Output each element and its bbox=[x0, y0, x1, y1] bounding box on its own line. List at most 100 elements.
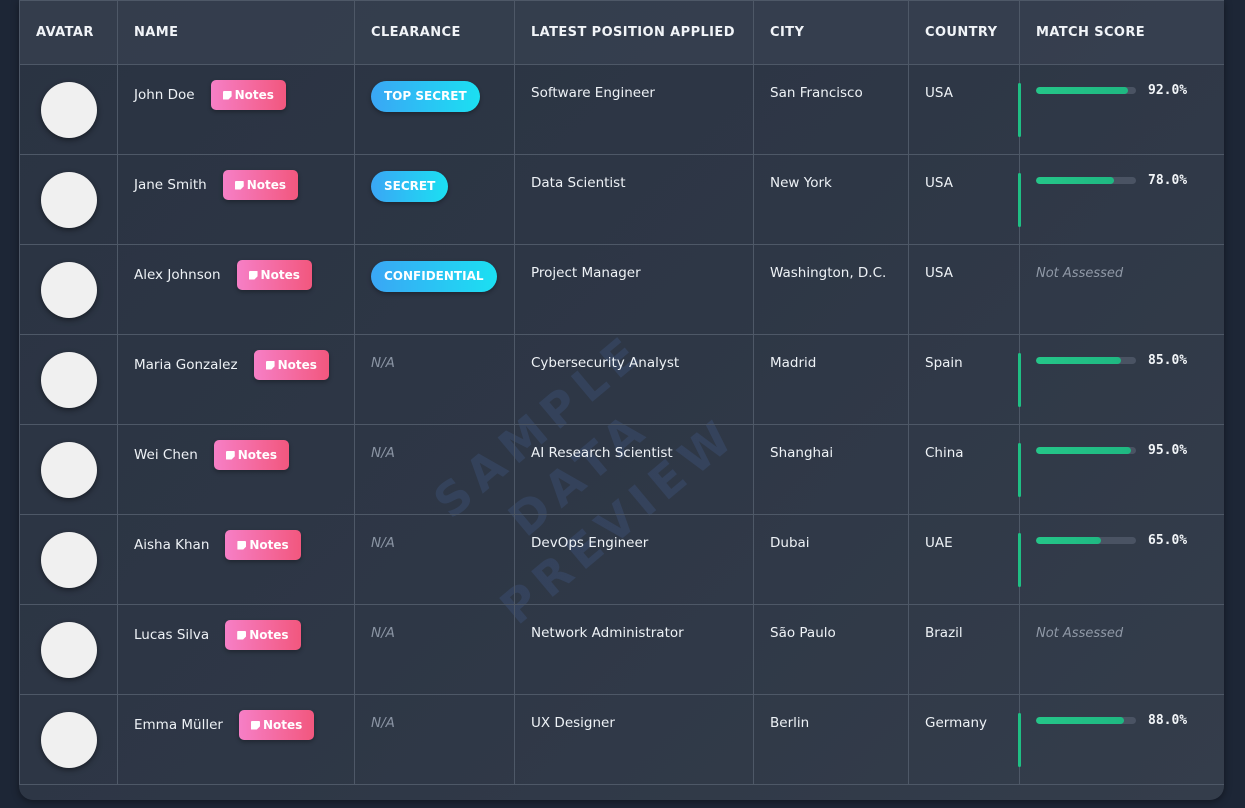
clearance-na: N/A bbox=[371, 445, 395, 461]
table-row[interactable]: Alex Johnson Notes CONFIDENTIAL Project … bbox=[19, 244, 1224, 335]
notes-button[interactable]: Notes bbox=[253, 350, 329, 380]
city-cell: Berlin bbox=[753, 694, 909, 785]
not-assessed-label: Not Assessed bbox=[1036, 626, 1124, 641]
position-cell: Software Engineer bbox=[514, 64, 754, 155]
header-clearance[interactable]: CLEARANCE bbox=[354, 0, 515, 65]
avatar[interactable] bbox=[41, 81, 97, 138]
score-bar-track bbox=[1036, 447, 1136, 454]
clearance-badge: TOP SECRET bbox=[371, 81, 480, 112]
clearance-cell: TOP SECRET bbox=[354, 64, 515, 155]
score-value: 92.0% bbox=[1148, 83, 1188, 98]
score-bar-fill bbox=[1036, 357, 1121, 364]
header-match-score[interactable]: MATCH SCORE bbox=[1019, 0, 1224, 65]
score-bar-fill bbox=[1036, 447, 1131, 454]
city-cell: Dubai bbox=[753, 514, 909, 605]
score-value: 78.0% bbox=[1148, 173, 1188, 188]
clearance-na: N/A bbox=[371, 355, 395, 371]
header-country[interactable]: COUNTRY bbox=[908, 0, 1020, 65]
position-text: DevOps Engineer bbox=[531, 535, 649, 551]
notes-button-label: Notes bbox=[237, 448, 278, 462]
score-cell: 85.0% bbox=[1018, 334, 1224, 425]
table-row[interactable]: John Doe Notes TOP SECRET Software Engin… bbox=[19, 64, 1224, 155]
score-cell: 78.0% bbox=[1018, 154, 1224, 245]
score-value: 85.0% bbox=[1148, 353, 1188, 368]
header-name[interactable]: NAME bbox=[117, 0, 355, 65]
header-city[interactable]: CITY bbox=[753, 0, 909, 65]
name-cell: Maria Gonzalez Notes bbox=[117, 334, 355, 425]
score-bar-fill bbox=[1036, 537, 1101, 544]
position-text: Network Administrator bbox=[531, 625, 684, 641]
name-cell: Emma Müller Notes bbox=[117, 694, 355, 785]
candidate-name: Jane Smith bbox=[134, 177, 207, 193]
score-value: 65.0% bbox=[1148, 533, 1188, 548]
avatar[interactable] bbox=[41, 171, 97, 228]
avatar[interactable] bbox=[41, 261, 97, 318]
country-cell: Spain bbox=[908, 334, 1020, 425]
name-cell: Alex Johnson Notes bbox=[117, 244, 355, 335]
avatar[interactable] bbox=[41, 351, 97, 408]
country-text: USA bbox=[925, 85, 953, 101]
table-row[interactable]: Aisha Khan Notes N/A DevOps Engineer Dub… bbox=[19, 514, 1224, 605]
note-icon bbox=[248, 270, 258, 280]
notes-button[interactable]: Notes bbox=[222, 170, 299, 200]
name-cell: John Doe Notes bbox=[117, 64, 355, 155]
clearance-badge: CONFIDENTIAL bbox=[371, 261, 497, 292]
candidate-name: Aisha Khan bbox=[134, 537, 210, 553]
notes-button[interactable]: Notes bbox=[213, 440, 290, 470]
notes-button[interactable]: Notes bbox=[238, 710, 315, 740]
name-cell: Lucas Silva Notes bbox=[117, 604, 355, 695]
score-cell: 88.0% bbox=[1018, 694, 1224, 785]
city-text: Dubai bbox=[770, 535, 810, 551]
match-score: 88.0% bbox=[1036, 713, 1224, 728]
country-text: USA bbox=[925, 175, 953, 191]
clearance-cell: SECRET bbox=[354, 154, 515, 245]
note-icon bbox=[237, 540, 247, 550]
table-row[interactable]: Wei Chen Notes N/A AI Research Scientist… bbox=[19, 424, 1224, 515]
note-icon bbox=[237, 630, 247, 640]
header-position[interactable]: LATEST POSITION APPLIED bbox=[514, 0, 754, 65]
header-avatar[interactable]: AVATAR bbox=[19, 0, 118, 65]
clearance-na: N/A bbox=[371, 535, 395, 551]
notes-button-label: Notes bbox=[249, 628, 289, 642]
table-row[interactable]: Emma Müller Notes N/A UX Designer Berlin… bbox=[19, 694, 1224, 785]
notes-button[interactable]: Notes bbox=[236, 260, 312, 290]
note-icon bbox=[265, 360, 275, 370]
country-cell: USA bbox=[908, 244, 1020, 335]
score-value: 95.0% bbox=[1148, 443, 1188, 458]
position-text: Data Scientist bbox=[531, 175, 626, 191]
candidate-name: Alex Johnson bbox=[134, 267, 221, 283]
avatar[interactable] bbox=[41, 531, 97, 588]
score-cell: 92.0% bbox=[1018, 64, 1224, 155]
position-text: Software Engineer bbox=[531, 85, 655, 101]
clearance-na: N/A bbox=[371, 625, 395, 641]
clearance-cell: CONFIDENTIAL bbox=[354, 244, 515, 335]
notes-button-label: Notes bbox=[277, 358, 317, 372]
match-score: 65.0% bbox=[1036, 533, 1224, 548]
country-text: China bbox=[925, 445, 964, 461]
avatar-cell bbox=[19, 604, 118, 695]
score-accent-bar bbox=[1018, 83, 1021, 137]
note-icon bbox=[250, 720, 260, 730]
table-row[interactable]: Jane Smith Notes SECRET Data Scientist N… bbox=[19, 154, 1224, 245]
notes-button[interactable]: Notes bbox=[210, 80, 286, 110]
notes-button-label: Notes bbox=[262, 718, 303, 732]
avatar[interactable] bbox=[41, 621, 97, 678]
country-text: Germany bbox=[925, 715, 988, 731]
score-bar-track bbox=[1036, 177, 1136, 184]
candidates-panel: SAMPLE DATA PREVIEW AVATAR NAME CLEARANC… bbox=[19, 0, 1224, 800]
note-icon bbox=[225, 450, 235, 460]
table-row[interactable]: Lucas Silva Notes N/A Network Administra… bbox=[19, 604, 1224, 695]
country-text: Spain bbox=[925, 355, 963, 371]
avatar[interactable] bbox=[41, 441, 97, 498]
candidate-name: Maria Gonzalez bbox=[134, 357, 238, 373]
clearance-na: N/A bbox=[371, 715, 395, 731]
score-accent-bar bbox=[1018, 443, 1021, 497]
note-icon bbox=[234, 180, 244, 190]
score-bar-fill bbox=[1036, 87, 1128, 94]
notes-button[interactable]: Notes bbox=[225, 620, 301, 650]
match-score: 85.0% bbox=[1036, 353, 1224, 368]
table-row[interactable]: Maria Gonzalez Notes N/A Cybersecurity A… bbox=[19, 334, 1224, 425]
score-accent-bar bbox=[1018, 713, 1021, 767]
avatar[interactable] bbox=[41, 711, 97, 768]
notes-button[interactable]: Notes bbox=[225, 530, 301, 560]
